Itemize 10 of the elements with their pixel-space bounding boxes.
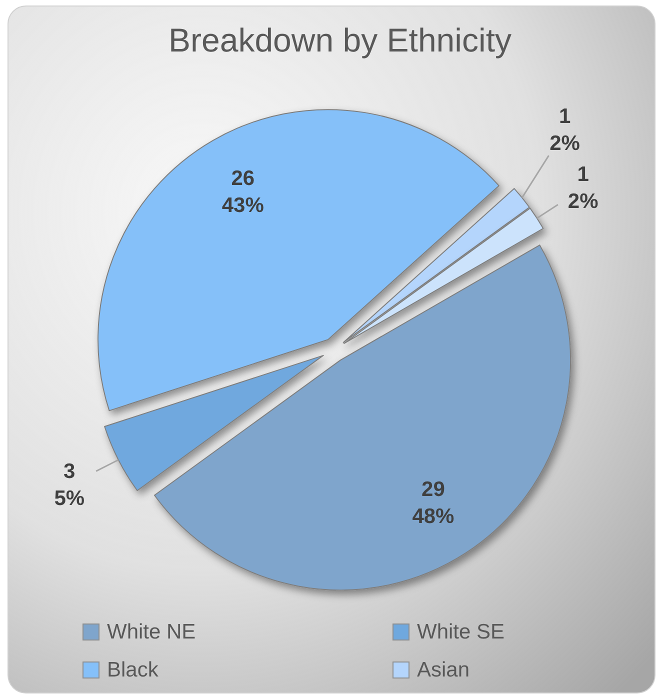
legend-label: Asian [417,658,470,682]
chart-title: Breakdown by Ethnicity [168,22,512,58]
data-label: 29 48% [412,478,455,528]
data-label: 1 2% [568,163,599,214]
legend-label: White NE [107,620,196,644]
data-label: 1 2% [550,105,580,156]
legend-label: White SE [417,620,505,644]
data-label: 3 5% [54,460,85,510]
legend-label: Black [107,658,159,682]
data-label: 26 43% [222,167,264,218]
